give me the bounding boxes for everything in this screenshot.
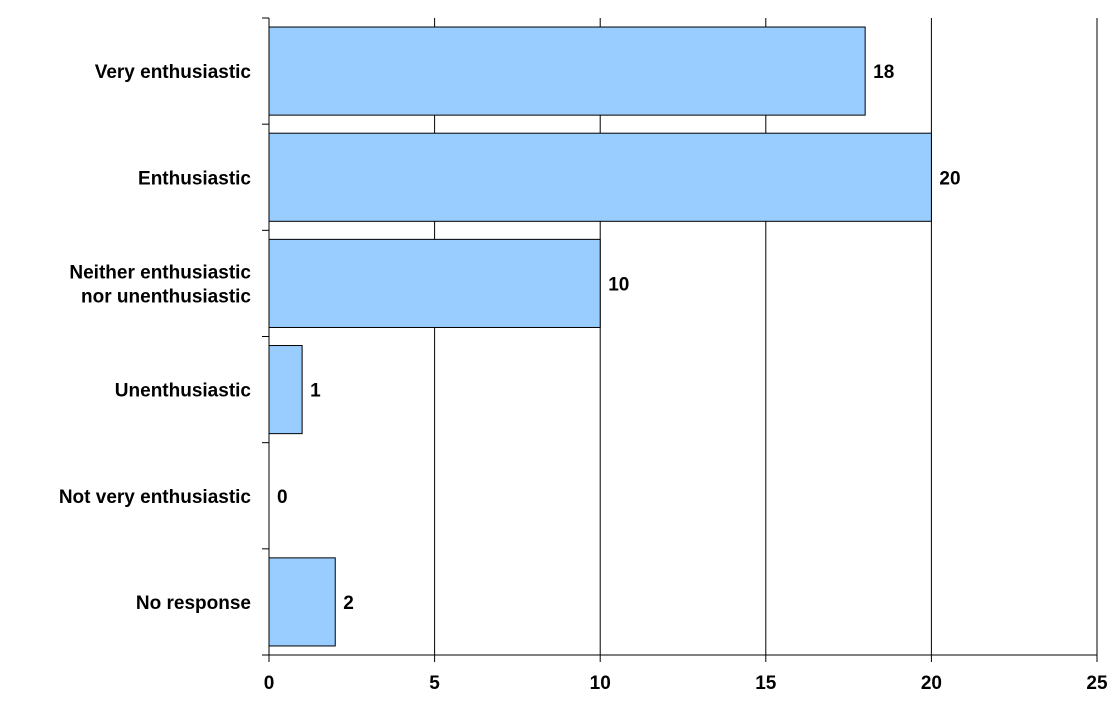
axes [262, 17, 1098, 662]
category-label: Enthusiastic [138, 168, 251, 189]
bar-2 [268, 238, 601, 328]
category-label: Neither enthusiastic [69, 262, 251, 283]
data-label: 1 [310, 381, 321, 402]
data-label: 20 [939, 168, 960, 189]
bar-0 [268, 26, 866, 116]
data-label: 18 [873, 62, 894, 83]
x-tick-label: 25 [1086, 673, 1108, 694]
data-label: 10 [608, 274, 629, 295]
bar-3 [268, 345, 303, 435]
category-label: nor unenthusiastic [81, 286, 251, 307]
x-tick-label: 0 [264, 673, 275, 694]
x-tick-label: 10 [590, 673, 611, 694]
category-label: Very enthusiastic [95, 62, 252, 83]
bar-1 [268, 132, 932, 222]
category-label: No response [136, 593, 251, 614]
bar-5 [268, 557, 336, 647]
gridlines [434, 18, 1098, 655]
data-label: 0 [277, 487, 288, 508]
x-tick-label: 5 [429, 673, 440, 694]
category-label: Unenthusiastic [115, 381, 252, 402]
data-label: 2 [343, 593, 354, 614]
x-tick-label: 15 [755, 673, 777, 694]
category-label: Not very enthusiastic [59, 487, 252, 508]
x-tick-label: 20 [921, 673, 942, 694]
